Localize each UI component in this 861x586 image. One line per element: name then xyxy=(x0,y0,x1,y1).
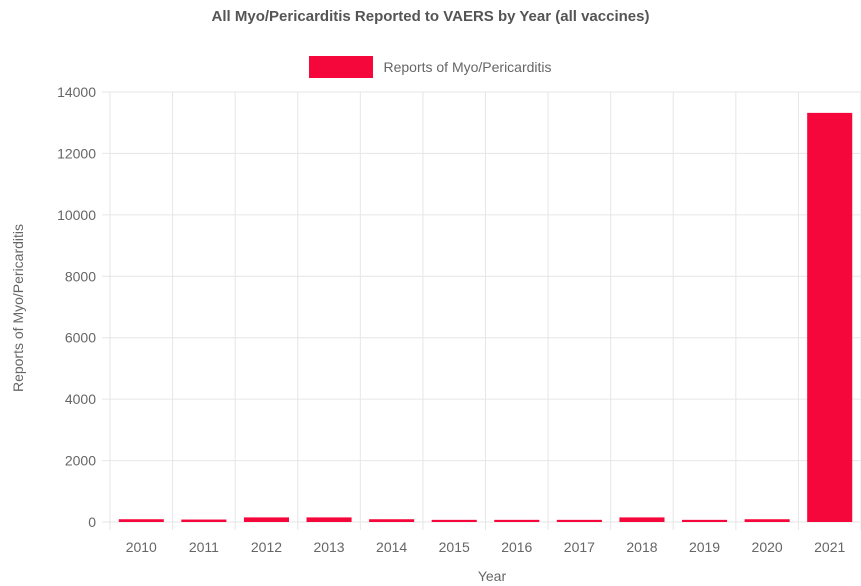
x-tick-label: 2016 xyxy=(501,539,532,555)
x-tick-label: 2013 xyxy=(313,539,344,555)
x-axis-title: Year xyxy=(478,568,507,584)
bar-layer xyxy=(118,112,853,522)
y-tick-label: 0 xyxy=(88,514,96,530)
bar[interactable] xyxy=(744,519,790,522)
bar[interactable] xyxy=(807,112,853,522)
y-tick-labels: 0 2000 4000 6000 8000 10000 12000 14000 xyxy=(57,84,96,530)
bar[interactable] xyxy=(306,517,352,522)
grid-layer xyxy=(102,91,861,530)
bar[interactable] xyxy=(431,519,477,522)
x-tick-label: 2017 xyxy=(564,539,595,555)
bar[interactable] xyxy=(243,517,289,522)
x-tick-label: 2012 xyxy=(251,539,282,555)
x-tick-label: 2019 xyxy=(689,539,720,555)
x-tick-label: 2015 xyxy=(439,539,470,555)
x-tick-label: 2014 xyxy=(376,539,407,555)
y-axis-title: Reports of Myo/Pericarditis xyxy=(10,224,26,392)
y-tick-label: 8000 xyxy=(65,268,96,284)
y-tick-label: 12000 xyxy=(57,145,96,161)
y-tick-label: 4000 xyxy=(65,391,96,407)
bar[interactable] xyxy=(118,519,164,522)
legend-label: Reports of Myo/Pericarditis xyxy=(383,59,552,75)
bar[interactable] xyxy=(181,519,227,522)
bar[interactable] xyxy=(494,519,540,522)
bar[interactable] xyxy=(369,519,415,522)
y-tick-label: 2000 xyxy=(65,453,96,469)
x-tick-label: 2021 xyxy=(814,539,845,555)
x-tick-labels: 2010 2011 2012 2013 2014 2015 2016 2017 2018 2019… xyxy=(126,539,846,555)
y-tick-label: 14000 xyxy=(57,84,96,100)
y-tick-label: 10000 xyxy=(57,207,96,223)
legend: Reports of Myo/Pericarditis xyxy=(0,56,861,78)
bar[interactable] xyxy=(619,517,665,522)
bar[interactable] xyxy=(682,519,728,522)
x-tick-label: 2011 xyxy=(189,539,219,555)
x-tick-label: 2020 xyxy=(752,539,783,555)
legend-swatch xyxy=(309,56,374,78)
chart-title: All Myo/Pericarditis Reported to VAERS b… xyxy=(211,8,650,25)
x-tick-label: 2010 xyxy=(126,539,157,555)
x-tick-label: 2018 xyxy=(626,539,657,555)
bar[interactable] xyxy=(556,519,602,522)
y-tick-label: 6000 xyxy=(65,330,96,346)
